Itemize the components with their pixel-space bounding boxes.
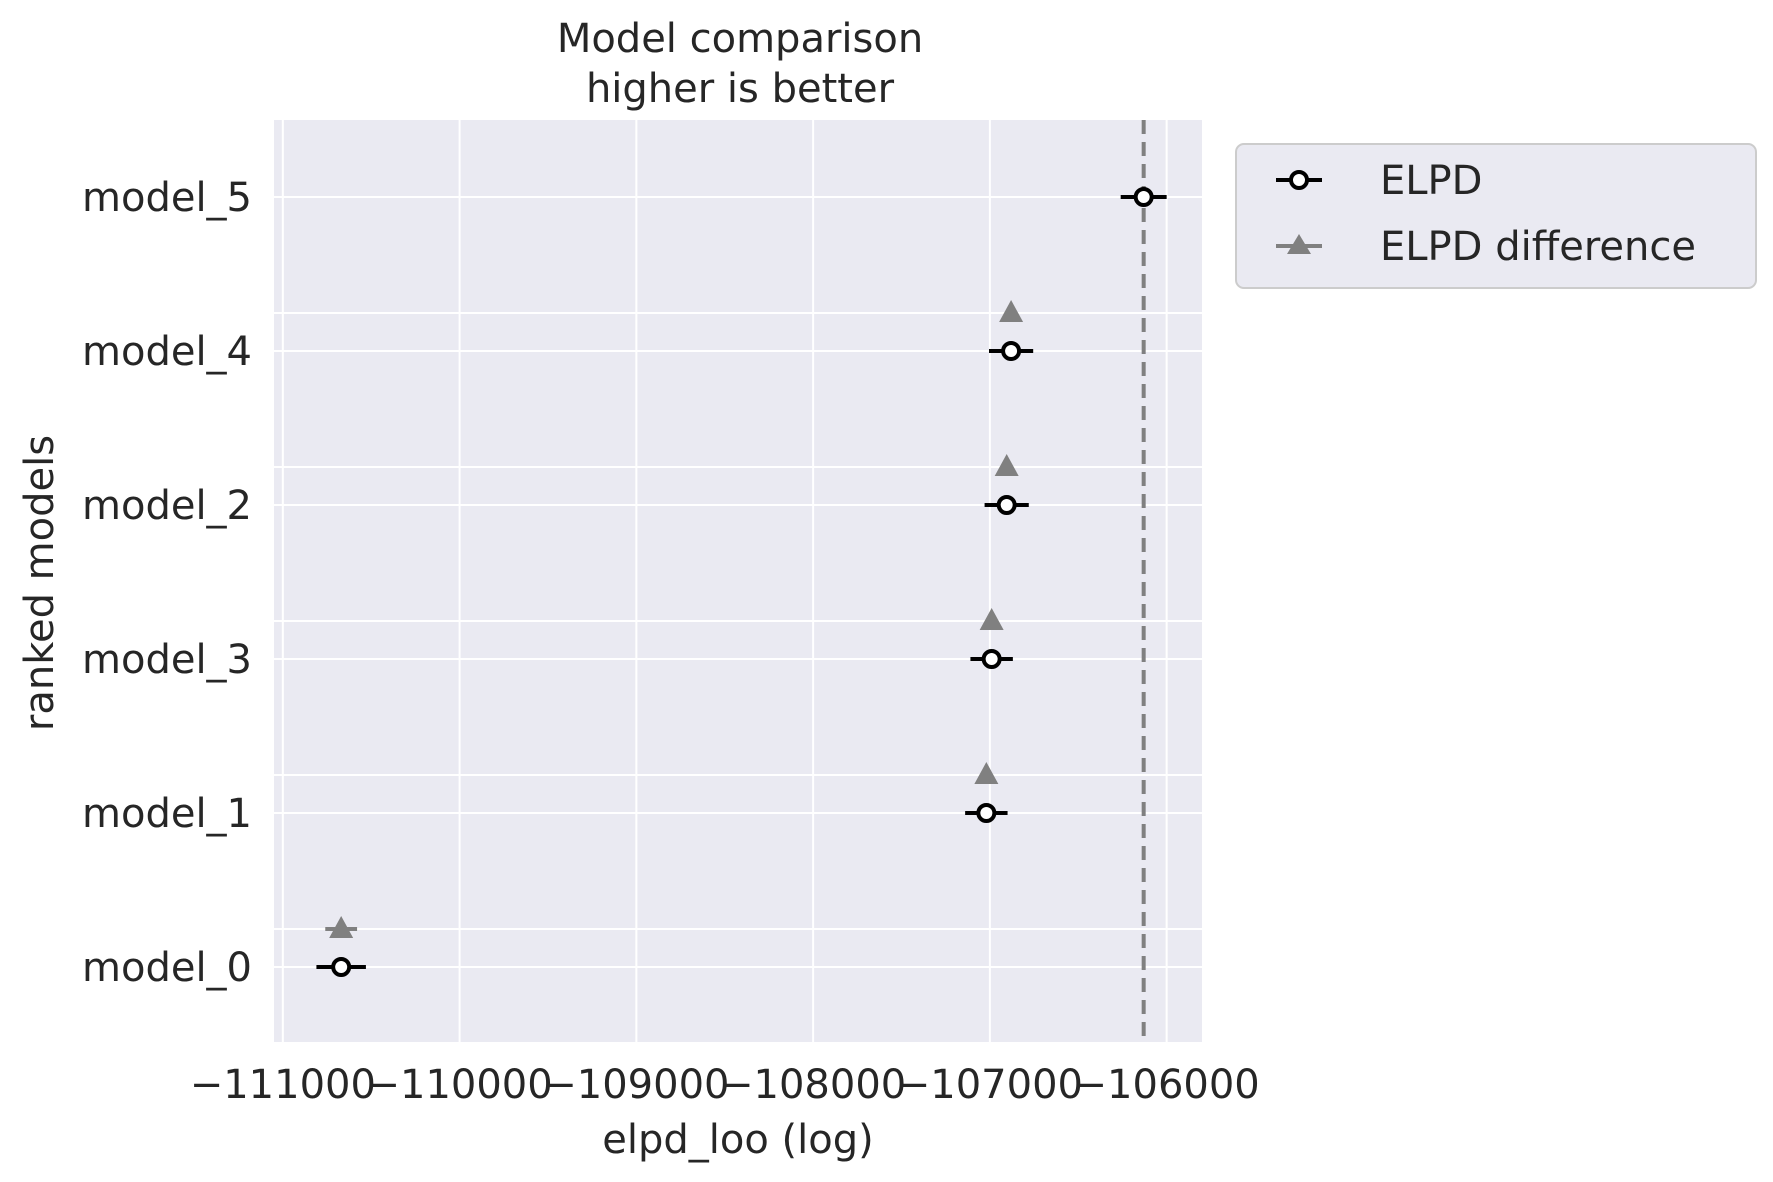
x-tick-label: −110000: [366, 1062, 552, 1108]
x-tick-labels: −111000−110000−109000−108000−107000−1060…: [190, 1062, 1260, 1108]
y-tick-label: model_4: [82, 329, 252, 375]
y-tick-labels: model_5 model_4 model_2 model_3 model_1model…: [82, 175, 252, 991]
y-tick-label: model_3: [82, 637, 252, 683]
elpd-point: [981, 649, 1002, 669]
legend-box: [1235, 143, 1757, 289]
legend: ELPD ELPD difference: [1235, 143, 1757, 289]
elpd-point: [976, 803, 997, 823]
x-tick-label: −111000: [190, 1062, 376, 1108]
grid-layer: [274, 120, 1202, 1042]
elpd-diff-point: [974, 762, 999, 784]
y-tick-label: model_0: [82, 945, 252, 991]
elpd-diff-point: [994, 454, 1019, 476]
elpd-diff-point: [329, 916, 354, 938]
legend-elpd-marker: [1289, 170, 1309, 190]
elpd-diff-point: [999, 300, 1024, 322]
legend-elpd-label: ELPD: [1380, 158, 1482, 204]
x-axis-label: elpd_loo (log): [602, 1117, 873, 1163]
elpd-diff-point: [979, 608, 1004, 630]
y-tick-label: model_2: [82, 483, 252, 529]
legend-diff-marker: [1287, 234, 1311, 254]
chart-title-line1: Model comparison: [557, 16, 923, 62]
x-tick-label: −109000: [543, 1062, 729, 1108]
elpd-point: [996, 495, 1017, 515]
plot-area: [274, 120, 1202, 1042]
x-tick-label: −107000: [897, 1062, 1083, 1108]
legend-diff-label: ELPD difference: [1380, 224, 1696, 270]
marks-layer: [316, 120, 1167, 1042]
y-tick-label: model_5: [82, 175, 252, 221]
y-axis-label: ranked models: [17, 435, 63, 731]
x-tick-label: −106000: [1074, 1062, 1260, 1108]
elpd-point: [1133, 187, 1154, 207]
y-tick-label: model_1: [82, 791, 252, 837]
elpd-point: [1001, 341, 1022, 361]
x-tick-label: −108000: [720, 1062, 906, 1108]
elpd-point: [331, 957, 352, 977]
chart-title-line2: higher is better: [586, 66, 895, 112]
